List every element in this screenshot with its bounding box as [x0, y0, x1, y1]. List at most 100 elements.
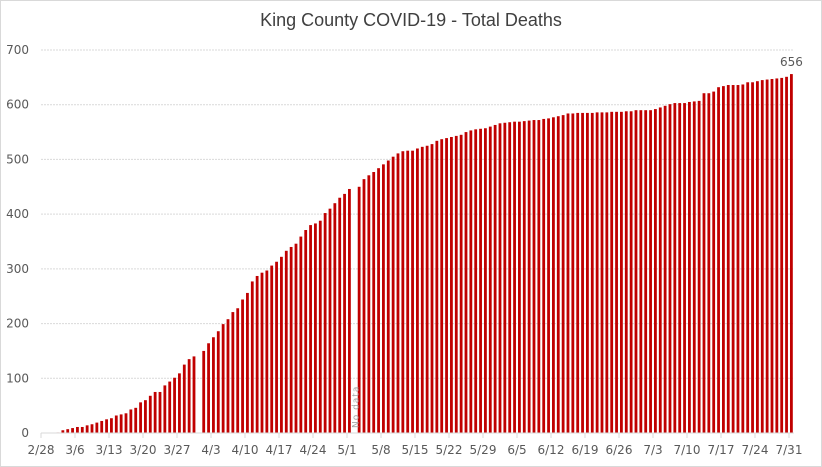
- x-tick-label: 5/29: [470, 443, 497, 457]
- bar: [80, 426, 84, 433]
- bar: [712, 91, 716, 433]
- bar: [586, 112, 589, 434]
- chart-title: King County COVID-19 - Total Deaths: [260, 10, 562, 30]
- bar: [144, 400, 147, 433]
- bar: [508, 122, 512, 434]
- bar: [751, 82, 754, 433]
- bar: [231, 312, 235, 433]
- bar: [726, 85, 730, 433]
- bar: [644, 110, 648, 433]
- bar: [95, 422, 99, 433]
- bar: [464, 132, 468, 434]
- y-tick-label: 300: [6, 262, 29, 276]
- bar: [406, 150, 410, 433]
- bar: [736, 85, 740, 433]
- x-tick-label: 6/19: [572, 443, 599, 457]
- bar: [420, 146, 424, 433]
- bar: [527, 120, 531, 434]
- bar: [746, 82, 750, 433]
- bar: [139, 402, 142, 433]
- x-tick-label: 3/20: [130, 443, 157, 457]
- bar: [212, 337, 215, 433]
- y-tick-label: 0: [21, 426, 29, 440]
- y-axis: 0 100 200 300 400 500 600 700: [6, 43, 29, 440]
- bar: [85, 425, 89, 433]
- bar: [114, 415, 118, 433]
- bar: [246, 292, 249, 433]
- bar: [343, 193, 346, 433]
- bar: [629, 111, 633, 433]
- bar: [270, 265, 274, 433]
- bar: [469, 130, 473, 433]
- bar: [100, 420, 104, 433]
- bar: [105, 419, 108, 433]
- bar: [372, 172, 376, 433]
- bar: [561, 115, 565, 434]
- x-tick-label: 5/8: [371, 443, 390, 457]
- bar: [717, 87, 720, 433]
- bar: [479, 128, 482, 433]
- bar: [187, 359, 191, 433]
- bar: [610, 111, 614, 433]
- bar: [595, 112, 599, 434]
- bar: [202, 350, 206, 433]
- bar: [110, 418, 113, 433]
- bar: [547, 118, 550, 434]
- bar: [61, 430, 65, 433]
- bar: [377, 168, 380, 433]
- bar: [430, 144, 434, 433]
- x-tick-label: 3/6: [65, 443, 84, 457]
- bar: [576, 112, 580, 434]
- bar: [367, 175, 371, 433]
- bar: [440, 139, 444, 434]
- bar: [503, 122, 507, 434]
- bar: [333, 203, 337, 433]
- bar: [537, 120, 541, 433]
- bar: [692, 101, 696, 433]
- bar: [328, 208, 332, 433]
- bar: [571, 113, 575, 434]
- bar: [348, 188, 351, 433]
- bar: [707, 93, 711, 433]
- bar: [770, 78, 774, 434]
- bar: [280, 256, 283, 433]
- bar: [163, 385, 167, 433]
- bar: [649, 110, 652, 433]
- bar: [673, 103, 677, 433]
- bar: [382, 164, 385, 434]
- bar: [663, 105, 667, 434]
- bar: [484, 128, 487, 433]
- bar: [168, 381, 172, 433]
- bar: [702, 93, 706, 433]
- bar: [552, 117, 555, 433]
- bar: [722, 86, 725, 434]
- y-tick-label: 100: [6, 371, 29, 385]
- bar: [299, 236, 303, 433]
- y-tick-label: 200: [6, 317, 29, 331]
- bar: [605, 112, 609, 434]
- no-data-label: No data: [351, 386, 361, 428]
- bar: [513, 121, 516, 433]
- bar: [688, 101, 691, 433]
- annotations: 656 No data: [351, 55, 803, 428]
- x-tick-label: 4/10: [232, 443, 259, 457]
- bar: [294, 243, 298, 433]
- x-tick-label: 5/15: [402, 443, 429, 457]
- bar: [314, 223, 317, 433]
- bar: [275, 261, 278, 433]
- bar: [581, 112, 584, 434]
- bar: [129, 409, 133, 433]
- x-tick-label: 3/13: [96, 443, 123, 457]
- x-tick-label: 7/17: [708, 443, 735, 457]
- x-tick-label: 7/3: [643, 443, 662, 457]
- x-tick-label: 6/5: [507, 443, 526, 457]
- bar: [654, 109, 657, 433]
- bar: [445, 138, 448, 433]
- bar: [668, 104, 672, 433]
- bar: [532, 120, 536, 433]
- bar: [683, 103, 686, 433]
- bar: [775, 78, 779, 434]
- bar: [134, 407, 138, 433]
- bar: [450, 136, 453, 433]
